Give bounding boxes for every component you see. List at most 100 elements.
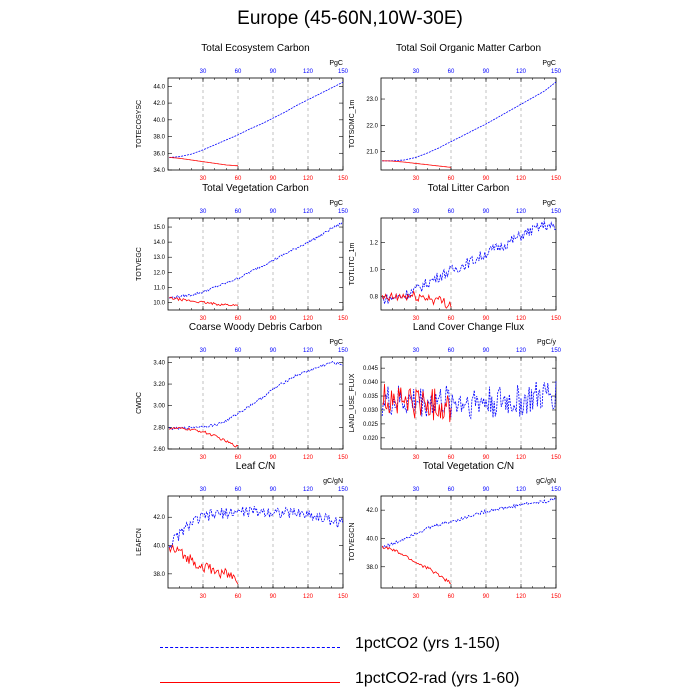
legend-label: 1pctCO2 (yrs 1-150): [355, 635, 500, 652]
x-tick-label-bottom: 120: [303, 176, 314, 182]
x-tick-label-bottom: 60: [235, 455, 242, 461]
x-tick-label-top: 90: [270, 209, 277, 215]
legend-entry-1pctco2-rad: 1pctCO2-rad (yrs 1-60): [160, 670, 580, 696]
x-tick-label-bottom: 60: [235, 316, 242, 322]
y-tick-label: 0.025: [363, 422, 379, 428]
x-tick-label-bottom: 30: [200, 455, 207, 461]
x-tick-label-top: 90: [270, 348, 277, 354]
x-tick-label-top: 60: [448, 69, 455, 75]
x-tick-label-bottom: 30: [413, 316, 420, 322]
x-tick-label-top: 30: [413, 487, 420, 493]
x-tick-label-top: 150: [338, 487, 349, 493]
x-tick-label-bottom: 30: [413, 176, 420, 182]
x-tick-label-top: 120: [516, 348, 527, 354]
series-line-1pctco2: [168, 221, 344, 299]
x-tick-label-bottom: 90: [270, 176, 277, 182]
x-tick-label-bottom: 150: [338, 316, 349, 322]
panel-land-cover-change-flux: Land Cover Change Flux PgC/y 30 30 60 60 90 90 1…: [349, 322, 562, 461]
x-tick-label-bottom: 90: [483, 594, 490, 600]
y-tick-label: 0.020: [363, 436, 379, 442]
x-tick-label-bottom: 120: [516, 455, 527, 461]
x-tick-label-top: 60: [235, 69, 242, 75]
y-tick-label: 10.0: [153, 300, 165, 306]
x-tick-label-bottom: 30: [200, 316, 207, 322]
x-tick-label-bottom: 150: [338, 176, 349, 182]
legend-swatch-solid: [160, 682, 340, 683]
panel-total-litter-carbon: Total Litter Carbon PgC 30 30 60 60 90 90 120 120…: [349, 183, 562, 322]
x-tick-label-top: 150: [338, 69, 349, 75]
x-tick-label-bottom: 60: [235, 176, 242, 182]
y-tick-label: 0.040: [363, 380, 379, 386]
series-line-1pctco2-rad: [382, 383, 452, 423]
y-tick-label: 1.0: [370, 267, 379, 273]
x-tick-label-top: 60: [448, 348, 455, 354]
y-axis-label: TOTVEGCN: [349, 523, 356, 562]
y-tick-label: 22.0: [366, 123, 378, 129]
panel-title: Leaf C/N: [236, 461, 275, 472]
y-tick-label: 0.8: [370, 294, 379, 300]
x-tick-label-bottom: 90: [270, 455, 277, 461]
series-line-1pctco2: [169, 361, 344, 431]
x-tick-label-bottom: 90: [270, 316, 277, 322]
x-tick-label-top: 120: [303, 209, 314, 215]
y-tick-label: 44.0: [153, 84, 165, 90]
y-tick-label: 38.0: [153, 135, 165, 141]
x-tick-label-bottom: 90: [483, 316, 490, 322]
x-tick-label-bottom: 150: [551, 176, 562, 182]
x-tick-label-bottom: 30: [413, 455, 420, 461]
x-tick-label-top: 120: [303, 487, 314, 493]
y-tick-label: 3.00: [153, 404, 165, 410]
x-tick-label-bottom: 120: [303, 455, 314, 461]
y-axis-label: LEAFCN: [136, 528, 143, 556]
x-tick-label-top: 90: [483, 69, 490, 75]
x-tick-label-bottom: 120: [516, 176, 527, 182]
x-tick-label-bottom: 30: [200, 594, 207, 600]
panel-units: gC/gN: [536, 478, 556, 485]
x-tick-label-bottom: 90: [483, 455, 490, 461]
x-tick-label-top: 120: [516, 209, 527, 215]
y-axis-label: CWDC: [136, 392, 143, 414]
x-tick-label-top: 60: [235, 209, 242, 215]
panel-units: PgC: [542, 200, 556, 207]
x-tick-label-top: 90: [270, 487, 277, 493]
y-axis-label: TOTLITC_1m: [349, 243, 356, 286]
y-tick-label: 34.0: [153, 168, 165, 174]
y-tick-label: 0.045: [363, 366, 379, 372]
x-tick-label-top: 60: [235, 348, 242, 354]
y-tick-label: 23.0: [366, 97, 378, 103]
panel-leaf-c-n: Leaf C/N gC/gN 30 30 60 60 90 90 120 120 150 150 38.…: [136, 461, 349, 600]
x-tick-label-bottom: 60: [448, 176, 455, 182]
y-tick-label: 40.0: [153, 544, 165, 550]
x-tick-label-bottom: 150: [551, 594, 562, 600]
panel-total-ecosystem-carbon: Total Ecosystem Carbon PgC 30 30 60 60 90 90 120…: [136, 43, 349, 182]
x-tick-label-bottom: 60: [235, 594, 242, 600]
x-tick-label-bottom: 90: [270, 594, 277, 600]
series-line-1pctco2: [381, 220, 557, 304]
y-tick-label: 11.0: [154, 285, 166, 291]
panel-frame: [380, 217, 557, 311]
x-tick-label-top: 120: [303, 69, 314, 75]
x-tick-label-bottom: 60: [448, 455, 455, 461]
series-line-1pctco2-rad: [169, 296, 238, 307]
y-tick-label: 14.0: [153, 240, 165, 246]
y-tick-label: 3.20: [153, 382, 165, 388]
x-tick-label-bottom: 90: [483, 176, 490, 182]
x-tick-label-top: 120: [303, 348, 314, 354]
series-line-1pctco2: [168, 506, 344, 550]
panel-frame: [167, 495, 344, 589]
series-line-1pctco2-rad: [381, 545, 452, 584]
x-tick-label-top: 60: [235, 487, 242, 493]
legend-label: 1pctCO2-rad (yrs 1-60): [355, 670, 520, 687]
series-line-1pctco2-rad: [169, 157, 239, 167]
panel-title: Total Vegetation Carbon: [202, 183, 309, 194]
x-tick-label-top: 120: [516, 69, 527, 75]
series-line-1pctco2-rad: [381, 289, 452, 309]
x-tick-label-top: 150: [338, 209, 349, 215]
series-line-1pctco2: [382, 497, 557, 549]
x-tick-label-top: 60: [448, 487, 455, 493]
panel-frame: [167, 356, 344, 450]
x-tick-label-top: 30: [200, 209, 207, 215]
x-tick-label-top: 90: [270, 69, 277, 75]
page-title: Europe (45-60N,10W-30E): [237, 8, 463, 29]
